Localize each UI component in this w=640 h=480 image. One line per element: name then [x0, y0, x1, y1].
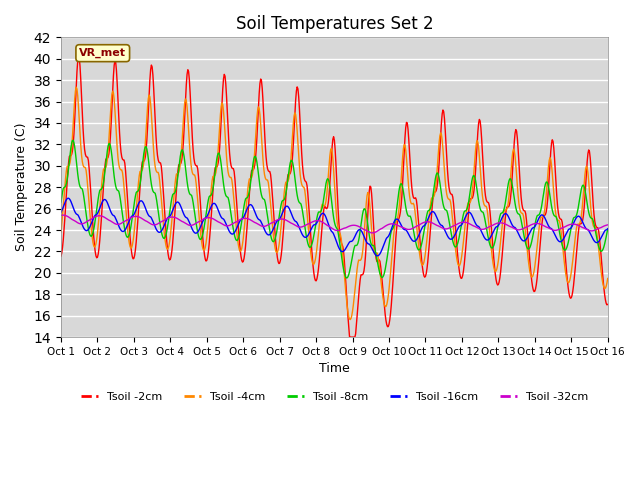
Tsoil -8cm	[604, 226, 612, 232]
Tsoil -16cm	[381, 240, 388, 246]
Tsoil -8cm	[556, 227, 563, 233]
Tsoil -16cm	[435, 218, 442, 224]
Line: Tsoil -16cm: Tsoil -16cm	[61, 198, 608, 256]
Line: Tsoil -4cm: Tsoil -4cm	[61, 87, 608, 320]
Tsoil -4cm	[435, 149, 442, 155]
Tsoil -32cm	[59, 212, 67, 218]
Title: Soil Temperatures Set 2: Soil Temperatures Set 2	[236, 15, 433, 33]
Tsoil -16cm	[327, 227, 335, 233]
Tsoil -2cm	[604, 301, 612, 307]
Tsoil -2cm	[346, 334, 354, 340]
Tsoil -4cm	[202, 244, 209, 250]
Tsoil -32cm	[327, 225, 335, 230]
Tsoil -8cm	[327, 189, 335, 195]
X-axis label: Time: Time	[319, 362, 349, 375]
Y-axis label: Soil Temperature (C): Soil Temperature (C)	[15, 123, 28, 252]
Tsoil -4cm	[72, 84, 80, 90]
Tsoil -2cm	[435, 171, 442, 177]
Tsoil -32cm	[57, 213, 65, 218]
Tsoil -4cm	[556, 218, 563, 224]
Tsoil -4cm	[346, 317, 354, 323]
Line: Tsoil -8cm: Tsoil -8cm	[61, 140, 608, 278]
Tsoil -16cm	[178, 206, 186, 212]
Text: VR_met: VR_met	[79, 48, 126, 58]
Tsoil -16cm	[604, 226, 612, 231]
Tsoil -8cm	[381, 270, 388, 276]
Tsoil -32cm	[369, 230, 376, 236]
Tsoil -8cm	[435, 172, 442, 178]
Tsoil -16cm	[374, 253, 381, 259]
Tsoil -4cm	[381, 302, 388, 308]
Tsoil -2cm	[556, 214, 563, 219]
Tsoil -32cm	[435, 223, 442, 229]
Tsoil -2cm	[381, 305, 388, 311]
Tsoil -4cm	[57, 229, 65, 235]
Line: Tsoil -2cm: Tsoil -2cm	[61, 56, 608, 337]
Tsoil -2cm	[327, 169, 335, 175]
Tsoil -8cm	[342, 275, 350, 281]
Line: Tsoil -32cm: Tsoil -32cm	[61, 215, 608, 233]
Tsoil -8cm	[178, 147, 186, 153]
Tsoil -16cm	[64, 195, 72, 201]
Legend: Tsoil -2cm, Tsoil -4cm, Tsoil -8cm, Tsoil -16cm, Tsoil -32cm: Tsoil -2cm, Tsoil -4cm, Tsoil -8cm, Tsoi…	[77, 388, 592, 407]
Tsoil -8cm	[57, 199, 65, 205]
Tsoil -4cm	[178, 144, 186, 149]
Tsoil -32cm	[556, 227, 563, 232]
Tsoil -16cm	[556, 239, 563, 244]
Tsoil -2cm	[75, 53, 83, 59]
Tsoil -4cm	[604, 276, 612, 281]
Tsoil -2cm	[57, 253, 65, 259]
Tsoil -16cm	[202, 215, 209, 221]
Tsoil -8cm	[69, 137, 77, 143]
Tsoil -32cm	[178, 218, 186, 224]
Tsoil -16cm	[57, 209, 65, 215]
Tsoil -32cm	[381, 224, 388, 229]
Tsoil -2cm	[178, 157, 186, 163]
Tsoil -32cm	[202, 216, 209, 221]
Tsoil -32cm	[604, 222, 612, 228]
Tsoil -8cm	[202, 217, 209, 223]
Tsoil -4cm	[327, 147, 335, 153]
Tsoil -2cm	[202, 256, 209, 262]
